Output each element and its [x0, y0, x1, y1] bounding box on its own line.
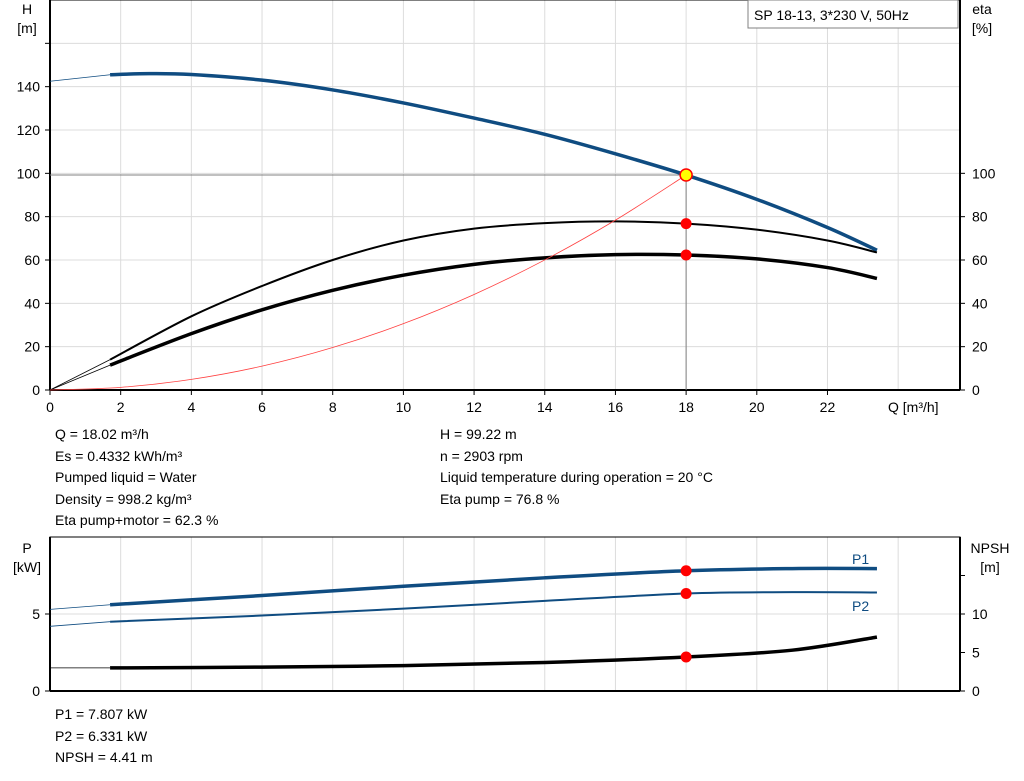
x-tick-label: 12 [466, 399, 482, 415]
y2-tick-label: 60 [972, 252, 988, 268]
legend-p1: P1 [852, 551, 869, 567]
info-right: H = 99.22 m n = 2903 rpm Liquid temperat… [440, 424, 713, 510]
y-tick-label: 20 [24, 339, 40, 355]
NPSH-curve [110, 635, 878, 670]
y-tick-label: 80 [24, 209, 40, 225]
info-density: Density = 998.2 kg/m³ [55, 490, 192, 507]
x-tick-label: 0 [46, 399, 54, 415]
x-tick-label: 2 [117, 399, 125, 415]
y-tick-label: 60 [24, 252, 40, 268]
P1-extension-line [49, 604, 111, 610]
info-eta-pump-motor: Eta pump+motor = 62.3 % [55, 512, 219, 528]
y2-tick-label: 100 [972, 165, 996, 181]
x-tick-label: 10 [396, 399, 412, 415]
y2-axis-label: eta [%] [972, 1, 992, 36]
y2-tick-label: 0 [972, 382, 980, 398]
y2-tick-label: 0 [972, 683, 980, 699]
duty-point-eta-pump [680, 218, 692, 230]
eta-pump-motor-curve [109, 252, 878, 367]
y2-tick-label: 40 [972, 295, 988, 311]
duty-point-p1 [680, 565, 692, 577]
x-tick-label: 6 [258, 399, 266, 415]
duty-point-npsh [680, 651, 692, 663]
info-speed: n = 2903 rpm [440, 447, 523, 464]
y-tick-label: 5 [32, 606, 40, 622]
info-head: H = 99.22 m [440, 426, 517, 442]
y-tick-label: 120 [17, 122, 41, 138]
x-tick-label: 16 [608, 399, 624, 415]
info-npsh: NPSH = 4.41 m [55, 749, 153, 765]
chart-title: SP 18-13, 3*230 V, 50Hz [754, 7, 909, 23]
info-bottom: P1 = 7.807 kW P2 = 6.331 kW NPSH = 4.41 … [55, 704, 153, 769]
eta-pump-curve [109, 220, 878, 361]
y-tick-label: 140 [17, 79, 41, 95]
info-temperature: Liquid temperature during operation = 20… [440, 469, 713, 485]
y-tick-label: 0 [32, 382, 40, 398]
y-axis-label: P [kW] [13, 540, 41, 575]
x-axis-label: Q [m³/h] [888, 399, 939, 415]
info-liquid: Pumped liquid = Water [55, 469, 197, 485]
x-tick-label: 18 [678, 399, 694, 415]
x-tick-label: 14 [537, 399, 553, 415]
info-eta-pump: Eta pump = 76.8 % [440, 490, 560, 507]
y-tick-label: 100 [17, 165, 41, 181]
info-p2: P2 = 6.331 kW [55, 727, 148, 744]
x-tick-label: 4 [187, 399, 195, 415]
info-energy: Es = 0.4332 kWh/m³ [55, 447, 183, 464]
y2-tick-label: 80 [972, 209, 988, 225]
duty-point-p2 [680, 588, 692, 600]
duty-point-eta-pump-motor [680, 249, 692, 261]
P2-extension-line [49, 621, 111, 627]
y2-axis-label: NPSH [m] [971, 540, 1010, 575]
y2-tick-label: 5 [972, 645, 980, 661]
y-tick-label: 40 [24, 295, 40, 311]
x-tick-label: 22 [820, 399, 836, 415]
eta-pump-extension-line [49, 359, 111, 391]
legend-p2: P2 [852, 598, 869, 614]
P1-curve [109, 566, 877, 607]
plot-frame [49, 0, 961, 391]
system-curve-line [49, 174, 687, 391]
info-flow: Q = 18.02 m³/h [55, 426, 149, 442]
P2-curve [110, 591, 877, 623]
x-tick-label: 20 [749, 399, 765, 415]
x-tick-label: 8 [329, 399, 337, 415]
info-p1: P1 = 7.807 kW [55, 706, 148, 722]
y-tick-label: 0 [32, 683, 40, 699]
H-extension-line [49, 74, 111, 82]
y-axis-label: H [m] [17, 1, 36, 36]
eta-pump-motor-extension-line [49, 364, 111, 391]
info-left: Q = 18.02 m³/h Es = 0.4332 kWh/m³ Pumped… [55, 424, 218, 532]
title-box [747, 0, 959, 29]
y2-tick-label: 20 [972, 339, 988, 355]
duty-point-head [679, 168, 693, 182]
H-curve [110, 71, 878, 252]
y2-tick-label: 10 [972, 606, 988, 622]
